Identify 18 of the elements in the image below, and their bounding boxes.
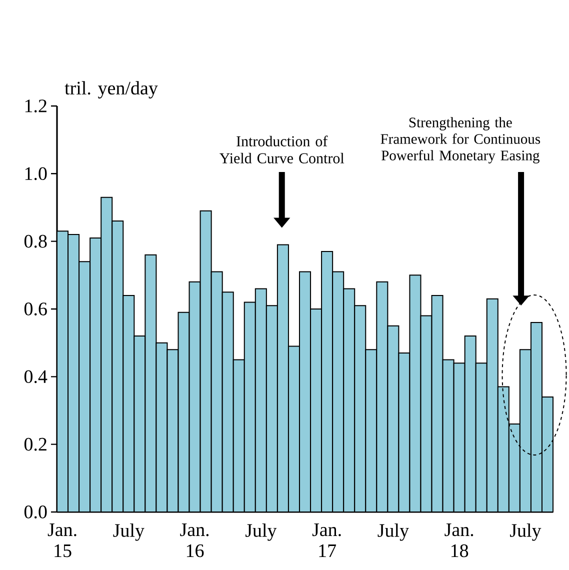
x-tick-label: July <box>113 524 144 541</box>
y-tick-label: 0.6 <box>24 302 47 316</box>
x-tick-label: Jan. 16 <box>180 524 209 558</box>
y-tick-label: 0.8 <box>24 234 47 248</box>
y-tick-label: 1.0 <box>25 167 47 180</box>
x-tick-label: July <box>510 524 542 541</box>
y-axis-title: tril. yen/day <box>64 81 158 98</box>
x-tick-label: Jan. 18 <box>444 524 474 558</box>
y-tick-label: 0.4 <box>24 370 48 384</box>
x-tick-label: Jan. 17 <box>312 524 341 557</box>
y-tick-label: 0.2 <box>24 438 46 451</box>
x-tick-label: Jan. 15 <box>48 524 76 558</box>
x-tick-label: July <box>378 524 409 541</box>
y-tick-label: 0.0 <box>24 506 47 518</box>
y-tick-label: 1.2 <box>25 100 46 112</box>
x-tick-label: July <box>245 524 277 541</box>
annotation: Introduction of Yield Curve Control <box>220 136 344 164</box>
annotation: Strengthening the Framework for Continuous Powerful Monetary Easing <box>380 117 540 164</box>
